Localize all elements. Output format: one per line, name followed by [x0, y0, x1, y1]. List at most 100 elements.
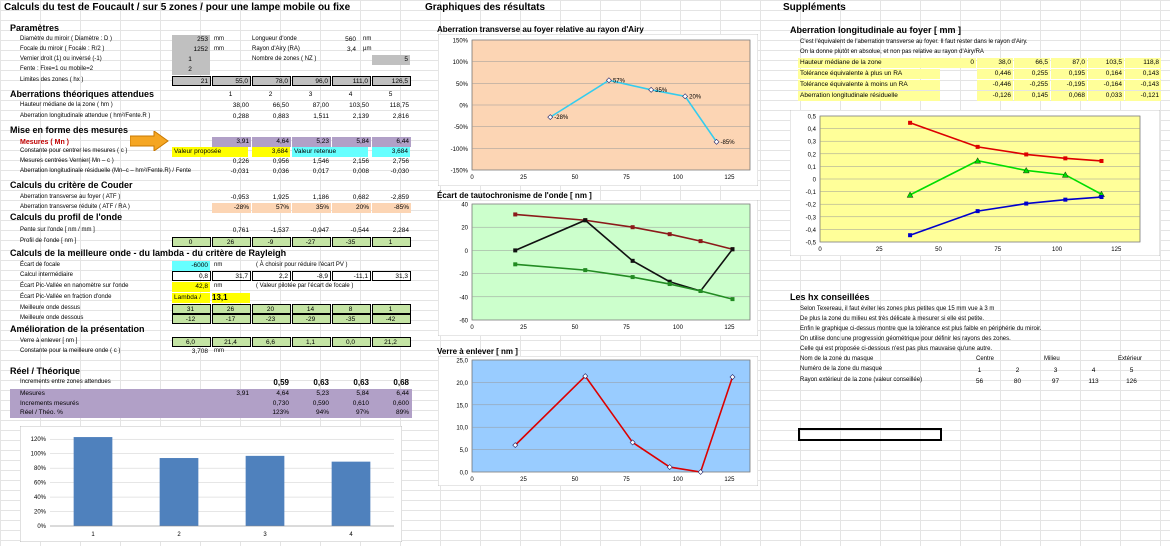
incr-mes-label: Increments mesurés — [10, 399, 412, 409]
supp-alr-val-1: -0,126 — [977, 91, 1013, 101]
x-tick-label: 3 — [263, 532, 267, 538]
data-point — [513, 248, 518, 253]
ratio-label: Réel / Théo. % — [10, 408, 412, 418]
dessous-val-6: -42 — [372, 314, 411, 324]
diam-unit: mm — [214, 36, 224, 42]
mc-val-5: 2,756 — [392, 158, 409, 165]
supp-tp-label: Tolérance équivalente à plus un RA — [798, 69, 940, 79]
pv-value: 42,8 — [172, 282, 210, 292]
longueur-input[interactable]: 560 — [345, 36, 356, 43]
valeur-retenue-input[interactable]: 3,684 — [372, 147, 410, 157]
data-point — [1024, 201, 1029, 206]
dessous-val-1: -12 — [172, 314, 211, 324]
data-point — [630, 275, 635, 280]
al-val-5: 2,816 — [392, 113, 409, 120]
supp-hm-val-4: 87,0 — [1051, 58, 1087, 68]
limite-1[interactable]: 21 — [172, 76, 211, 86]
pv-unit: nm — [214, 283, 223, 289]
y-tick-label: 50% — [456, 82, 469, 88]
dessous-val-2: -17 — [212, 314, 251, 324]
atr-val-3: 35% — [292, 203, 331, 213]
ecart-unit: nm — [214, 262, 223, 268]
data-point — [908, 233, 913, 238]
focale-input[interactable]: 1252 — [172, 45, 210, 55]
reel-mes-val-4: 5,84 — [332, 389, 371, 399]
incr-mes-val-1: 0,730 — [252, 399, 291, 409]
incr-mes-val-2: 0,590 — [292, 399, 331, 409]
zone-num-5: 5 — [388, 91, 393, 98]
mn-input-2[interactable]: 4,64 — [252, 137, 291, 147]
hm-val-3: 87,00 — [312, 102, 329, 109]
y-tick-label: -150% — [451, 169, 469, 175]
chart2-title: Écart de tautochronisme de l'onde [ nm ] — [437, 191, 592, 200]
series-line-1 — [515, 213, 733, 251]
y-tick-label: -50% — [454, 125, 469, 131]
data-point — [698, 239, 703, 244]
x-tick-label: 75 — [994, 247, 1001, 253]
hx-centre: Centre — [976, 356, 995, 362]
page-title: Calculs du test de Foucault / sur 5 zone… — [4, 2, 351, 13]
mn-input-3[interactable]: 5,23 — [292, 137, 331, 147]
data-point — [697, 469, 704, 475]
ecart-label: Écart de focale — [20, 262, 61, 268]
y-tick-label: -0,1 — [806, 190, 817, 196]
al-val-4: 2,139 — [352, 113, 369, 120]
pv-label: Écart Pic-Vallée en nanomètre sur l'onde — [20, 283, 129, 289]
fente-input[interactable]: 2 — [172, 65, 210, 75]
diam-input[interactable]: 253 — [172, 35, 210, 45]
ratio-val-3: 97% — [332, 408, 371, 418]
selected-cell[interactable] — [798, 428, 942, 441]
data-point — [974, 157, 981, 164]
dessus-val-4: 14 — [292, 304, 331, 314]
limite-2[interactable]: 55,0 — [212, 76, 251, 86]
series-line-1 — [514, 374, 734, 473]
y-tick-label: 15,0 — [456, 403, 468, 409]
limite-5[interactable]: 111,0 — [332, 76, 371, 86]
x-tick-label: 0 — [470, 325, 474, 331]
hx-num-5: 5 — [1129, 367, 1134, 374]
x-tick-label: 0 — [470, 477, 474, 483]
mc-val-3: 1,546 — [312, 158, 329, 165]
supp-tm-val-1: -0,446 — [977, 80, 1013, 90]
profil-heading: Calculs du profil de l'onde — [10, 212, 123, 222]
dessus-val-6: 1 — [372, 304, 411, 314]
calc-val-5: -11,1 — [332, 271, 371, 281]
limite-4[interactable]: 96,0 — [292, 76, 331, 86]
y-tick-label: 0,5 — [808, 115, 817, 121]
limite-3[interactable]: 78,0 — [252, 76, 291, 86]
vernier-input[interactable]: 1 — [172, 55, 210, 65]
data-point — [667, 232, 672, 237]
y-tick-label: 5,0 — [460, 448, 469, 454]
data-point — [729, 374, 736, 380]
data-point — [1099, 195, 1104, 200]
supp-hm-val-3: 66,5 — [1014, 58, 1050, 68]
atr-val-2: 57% — [252, 203, 291, 213]
y-tick-label: -60 — [459, 319, 468, 325]
atf-val-4: 0,682 — [352, 194, 369, 201]
reel-mes-val-5: 6,44 — [372, 389, 411, 399]
hx-nom-label: Nom de la zone du masque — [800, 356, 874, 362]
ar-val-3: 0,017 — [312, 168, 329, 175]
calc-val-3: 2,2 — [252, 271, 291, 281]
hx-num-2: 2 — [1015, 367, 1020, 374]
hx-line4: On utilise donc une progression géométri… — [800, 336, 1011, 342]
hx-milieu: Milieu — [1044, 356, 1060, 362]
hx-num-3: 3 — [1053, 367, 1058, 374]
prof-val-4: -27 — [292, 237, 331, 247]
x-tick-label: 50 — [572, 325, 579, 331]
ecart-input[interactable]: -6000 — [172, 261, 210, 271]
mn-input-5[interactable]: 6,44 — [372, 137, 411, 147]
focale-unit: mm — [214, 46, 224, 52]
calc-val-6: 31,3 — [372, 271, 411, 281]
calc-val-4: -8,9 — [292, 271, 331, 281]
mn-input-1[interactable]: 3,91 — [212, 137, 251, 147]
bar-2 — [159, 458, 199, 526]
airy-value: 3,4 — [346, 46, 356, 53]
mn-input-4[interactable]: 5,84 — [332, 137, 371, 147]
limite-6[interactable]: 126,5 — [372, 76, 411, 86]
x-tick-label: 25 — [876, 247, 883, 253]
atf-val-5: -2,859 — [390, 194, 409, 201]
ratio-bar-chart: 120% 100% 80% 60% 40% 20% 0% 1 2 3 4 — [20, 426, 402, 542]
ratio-val-1: 123% — [252, 408, 291, 418]
dessous-val-5: -35 — [332, 314, 371, 324]
